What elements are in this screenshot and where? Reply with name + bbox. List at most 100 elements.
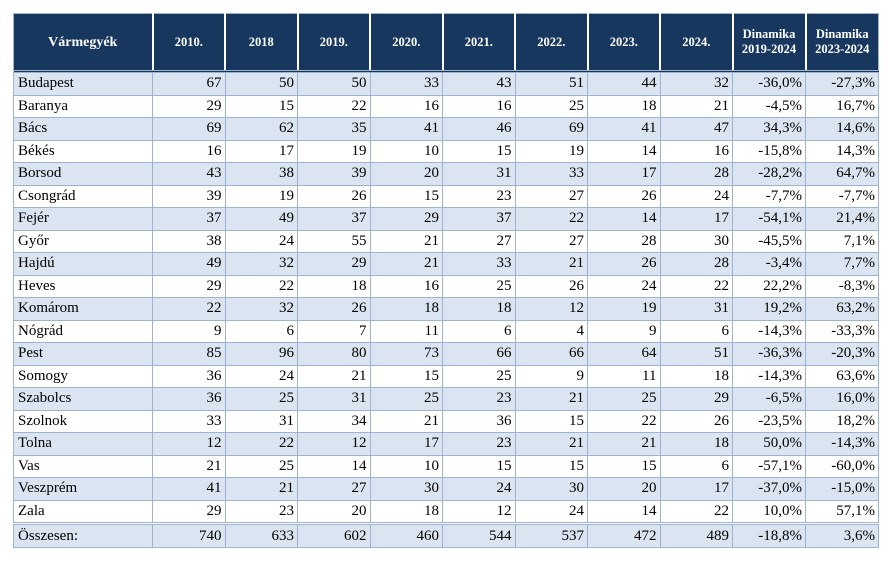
table-cell: 29 [297, 252, 371, 276]
column-header-line: Dinamika [815, 27, 869, 41]
table-cell: 43 [442, 70, 516, 96]
total-cell: 740 [152, 522, 226, 548]
table-cell: 22 [659, 499, 733, 524]
table-row: Somogy 36 24 21 15 25 9 11 18 -14,3% 63,6% [13, 364, 879, 388]
table-cell: 14,6% [805, 117, 879, 141]
table-cell: 49 [152, 252, 226, 276]
table-cell: 22 [152, 297, 226, 321]
table-row: Hajdú 49 32 29 21 33 21 26 28 -3,4% 7,7% [13, 252, 879, 276]
column-header: Dinamika 2019-2024 [732, 13, 807, 72]
table-cell: 15 [587, 454, 661, 478]
table-cell: 51 [514, 70, 588, 96]
table-cell: 57,1% [805, 499, 879, 524]
table-cell: 96 [224, 342, 298, 366]
table-cell: 17 [224, 139, 298, 163]
table-cell: 31 [297, 387, 371, 411]
table-cell: 17 [659, 477, 733, 501]
total-label-cell: Összesen: [13, 522, 153, 548]
county-name-cell: Heves [13, 274, 153, 298]
table-cell: 43 [152, 162, 226, 186]
table-cell: 64 [587, 342, 661, 366]
table-cell: 50 [297, 70, 371, 96]
table-cell: -27,3% [805, 70, 879, 96]
table-cell: 14,3% [805, 139, 879, 163]
table-row: Komárom 22 32 26 18 18 12 19 31 19,2% 63,2% [13, 297, 879, 321]
table-cell: -23,5% [732, 409, 806, 433]
table-row: Budapest 67 50 50 33 43 51 44 32 -36,0% -27,3% [13, 70, 879, 96]
table-cell: 11 [587, 364, 661, 388]
table-cell: 21 [514, 387, 588, 411]
table-cell: 32 [659, 70, 733, 96]
column-header: 2019. [297, 13, 371, 72]
table-row: Vas 21 25 14 10 15 15 15 6 -57,1% -60,0% [13, 454, 879, 478]
table-cell: 25 [587, 387, 661, 411]
table-cell: 49 [224, 207, 298, 231]
table-cell: 20 [587, 477, 661, 501]
table-cell: 15 [369, 184, 443, 208]
table-cell: 24 [442, 477, 516, 501]
table-cell: -7,7% [805, 184, 879, 208]
table-cell: 21 [369, 409, 443, 433]
table-cell: 25 [224, 387, 298, 411]
table-cell: 63,2% [805, 297, 879, 321]
table-cell: 50,0% [732, 432, 806, 456]
table-cell: -20,3% [805, 342, 879, 366]
county-name-cell: Szolnok [13, 409, 153, 433]
table-cell: 12 [442, 499, 516, 524]
column-header-line: 2023-2024 [815, 42, 870, 56]
county-name-cell: Nógrád [13, 319, 153, 343]
table-cell: 80 [297, 342, 371, 366]
county-name-cell: Győr [13, 229, 153, 253]
table-cell: 64,7% [805, 162, 879, 186]
table-cell: 25 [442, 364, 516, 388]
table-cell: 12 [297, 432, 371, 456]
table-cell: 41 [152, 477, 226, 501]
table-row: Nógrád 9 6 7 11 6 4 9 6 -14,3% -33,3% [13, 319, 879, 343]
table-cell: 19 [224, 184, 298, 208]
table-cell: 16 [369, 274, 443, 298]
table-cell: 15 [224, 94, 298, 118]
table-row: Baranya 29 15 22 16 16 25 18 21 -4,5% 16,7% [13, 94, 879, 118]
table-row: Csongrád 39 19 26 15 23 27 26 24 -7,7% -7,7% [13, 184, 879, 208]
table-cell: 33 [369, 70, 443, 96]
column-header: Dinamika 2023-2024 [805, 13, 879, 72]
table-cell: 7,7% [805, 252, 879, 276]
table-cell: -3,4% [732, 252, 806, 276]
table-cell: 38 [152, 229, 226, 253]
table-cell: 14 [297, 454, 371, 478]
table-cell: 26 [297, 184, 371, 208]
table-cell: 10,0% [732, 499, 806, 524]
column-header: 2024. [659, 13, 734, 72]
table-row: Győr 38 24 55 21 27 27 28 30 -45,5% 7,1% [13, 229, 879, 253]
table-cell: 15 [369, 364, 443, 388]
table-cell: 6 [659, 319, 733, 343]
table-cell: 30 [369, 477, 443, 501]
table-cell: -45,5% [732, 229, 806, 253]
county-name-cell: Békés [13, 139, 153, 163]
table-cell: 36 [152, 387, 226, 411]
table-cell: 18,2% [805, 409, 879, 433]
table-cell: 30 [514, 477, 588, 501]
table-cell: 21 [369, 252, 443, 276]
table-cell: 25 [369, 387, 443, 411]
table-cell: 17 [587, 162, 661, 186]
table-row: Bács 69 62 35 41 46 69 41 47 34,3% 14,6% [13, 117, 879, 141]
county-name-cell: Veszprém [13, 477, 153, 501]
table-cell: 19,2% [732, 297, 806, 321]
table-cell: -14,3% [732, 319, 806, 343]
table-cell: 23 [442, 184, 516, 208]
total-cell: 633 [224, 522, 298, 548]
table-cell: 55 [297, 229, 371, 253]
county-name-cell: Csongrád [13, 184, 153, 208]
table-row: Zala 29 23 20 18 12 24 14 22 10,0% 57,1% [13, 499, 879, 524]
table-cell: 21 [369, 229, 443, 253]
table-cell: -28,2% [732, 162, 806, 186]
table-cell: 35 [297, 117, 371, 141]
table-cell: 21,4% [805, 207, 879, 231]
table-cell: 18 [587, 94, 661, 118]
table-cell: 36 [152, 364, 226, 388]
table-cell: 16 [369, 94, 443, 118]
table-cell: 22 [224, 432, 298, 456]
total-cell: -18,8% [732, 522, 806, 548]
table-cell: 26 [659, 409, 733, 433]
